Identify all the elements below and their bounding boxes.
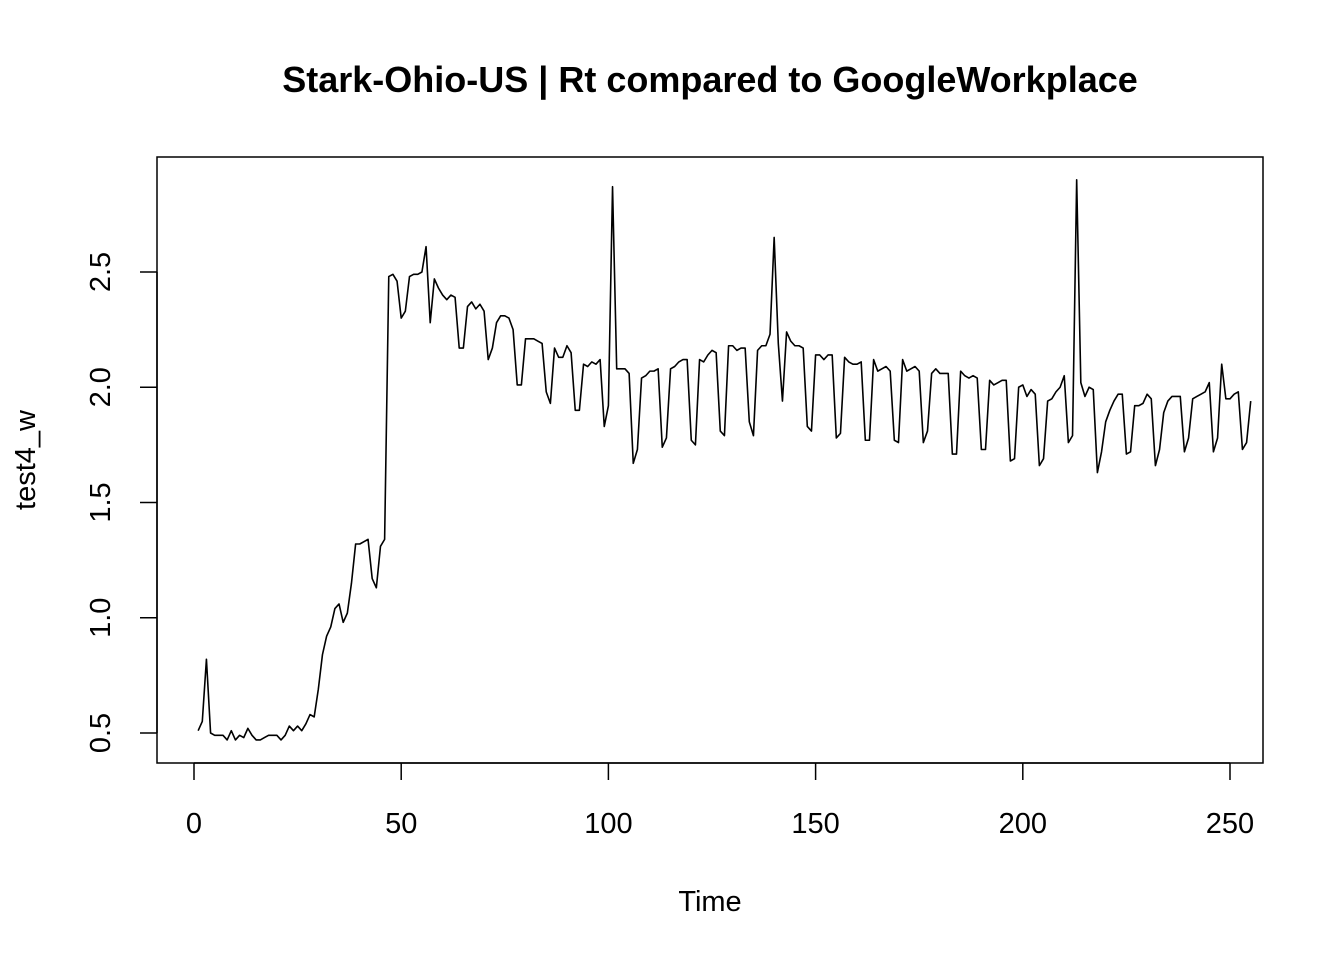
x-tick-label: 100: [584, 808, 632, 840]
x-tick-label: 250: [1206, 808, 1254, 840]
y-tick-label: 2.0: [85, 367, 117, 407]
chart-title: Stark-Ohio-US | Rt compared to GoogleWor…: [282, 59, 1138, 101]
y-tick-label: 1.5: [85, 482, 117, 522]
y-tick-label: 1.0: [85, 598, 117, 638]
x-axis: 0 50 100 150 200 250: [186, 762, 1254, 840]
series-line: [197, 179, 1252, 741]
y-tick-label: 0.5: [85, 713, 117, 753]
x-tick-label: 200: [999, 808, 1047, 840]
x-tick-label: 150: [791, 808, 839, 840]
y-tick-label: 2.5: [85, 252, 117, 292]
x-tick-label: 0: [186, 808, 202, 840]
x-tick-label: 50: [385, 808, 417, 840]
x-axis-label: Time: [678, 886, 741, 918]
y-axis-label: test4_w: [10, 409, 42, 510]
y-axis: 0.5 1.0 1.5 2.0 2.5: [85, 252, 158, 753]
